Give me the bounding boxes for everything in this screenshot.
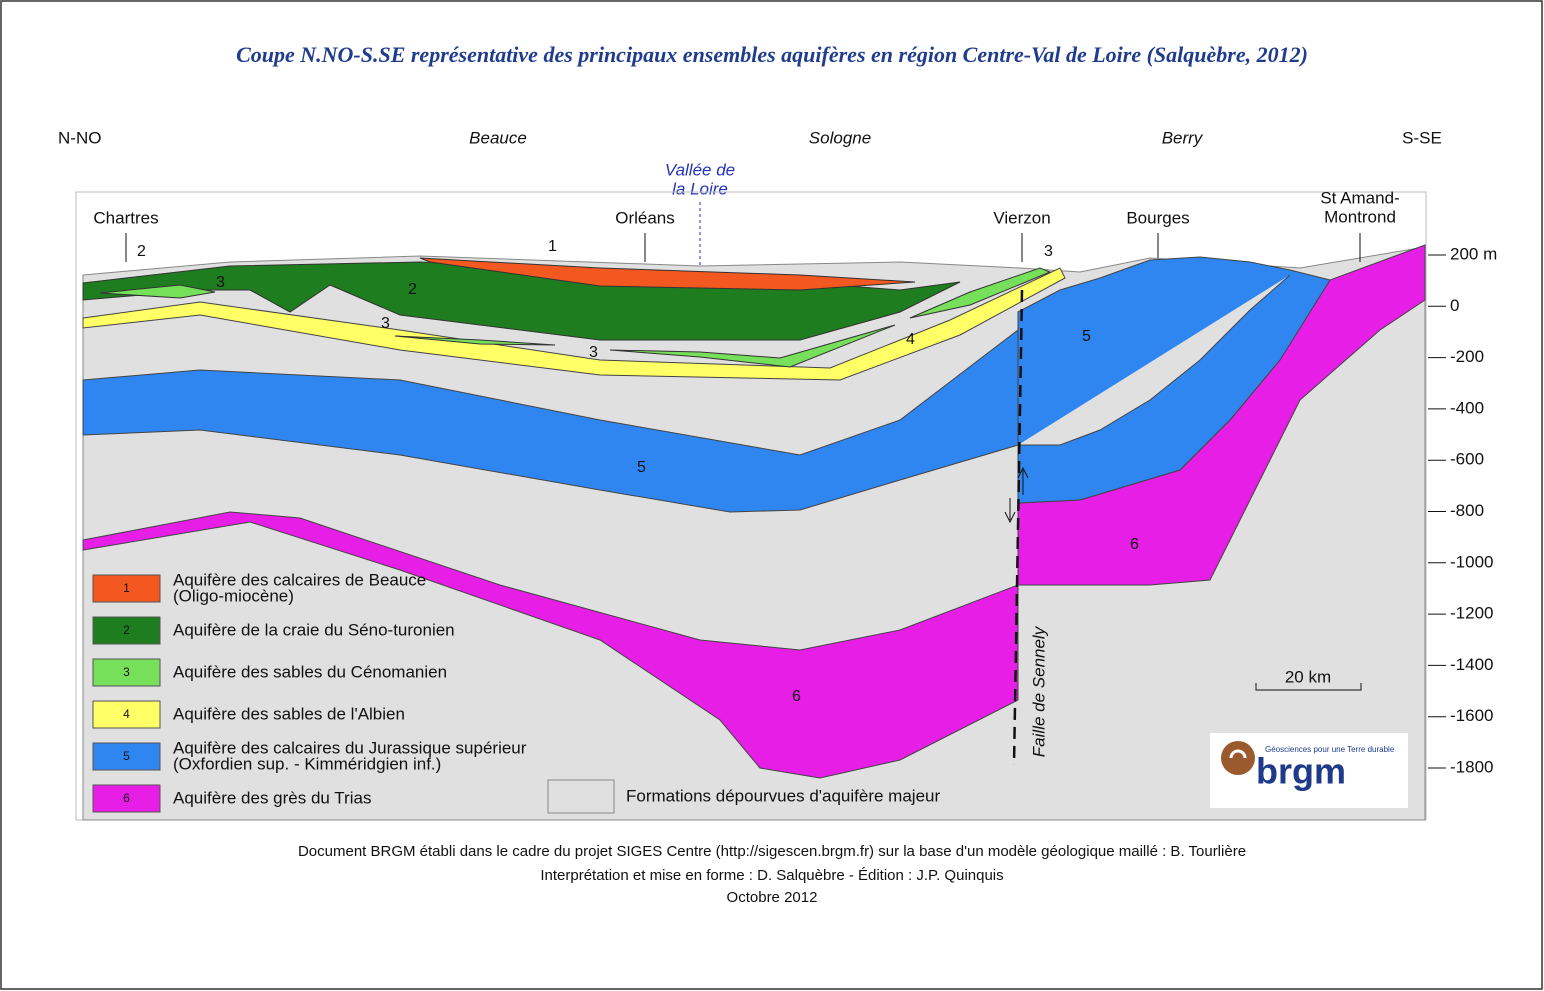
legend-number: 2 xyxy=(123,623,130,637)
axis-label: -200 xyxy=(1450,347,1484,366)
layer-label: 3 xyxy=(589,344,598,361)
axis-label: 200 m xyxy=(1450,244,1497,263)
footer: Interprétation et mise en forme : D. Sal… xyxy=(540,867,1003,884)
town: Chartres xyxy=(93,208,158,227)
legend-label: Aquifère des sables de l'Albien xyxy=(173,704,405,723)
axis-label: -400 xyxy=(1450,398,1484,417)
region: Beauce xyxy=(469,128,527,147)
legend-label: Formations dépourvues d'aquifère majeur xyxy=(626,786,940,805)
fault-label: Faille de Sennely xyxy=(1029,625,1048,757)
legend-label: Aquifère des sables du Cénomanien xyxy=(173,662,447,681)
town: Montrond xyxy=(1324,207,1396,226)
legend-number: 6 xyxy=(123,791,130,805)
legend-number: 5 xyxy=(123,749,130,763)
legend-label: Aquifère des grès du Trias xyxy=(173,788,371,807)
axis-label: -1800 xyxy=(1450,757,1493,776)
town: Bourges xyxy=(1126,208,1189,227)
layer-label: 2 xyxy=(137,243,146,260)
region: Sologne xyxy=(809,128,871,147)
logo: brgm Géosciences pour une Terre durable xyxy=(1210,733,1408,808)
layer-label: 5 xyxy=(1082,328,1091,345)
layer-label: 1 xyxy=(548,238,557,255)
river: la Loire xyxy=(672,179,728,198)
layer-label: 3 xyxy=(381,315,390,332)
region: Berry xyxy=(1162,128,1204,147)
logo-tagline: Géosciences pour une Terre durable xyxy=(1265,745,1395,754)
scale-label: 20 km xyxy=(1285,667,1331,686)
layer-label: 6 xyxy=(1130,536,1139,553)
legend-label: (Oxfordien sup. - Kimméridgien inf.) xyxy=(173,754,441,773)
axis-label: 0 xyxy=(1450,296,1459,315)
title: Coupe N.NO-S.SE représentative des princ… xyxy=(236,42,1308,67)
axis-label: -800 xyxy=(1450,501,1484,520)
logo-name: brgm xyxy=(1256,751,1346,792)
layer-label: 3 xyxy=(1044,243,1053,260)
region: S-SE xyxy=(1402,128,1442,147)
layer-label: 2 xyxy=(408,281,417,298)
river: Vallée de xyxy=(665,160,735,179)
legend-swatch xyxy=(548,780,614,813)
layer-label: 5 xyxy=(637,459,646,476)
town: Vierzon xyxy=(993,208,1050,227)
axis-label: -1200 xyxy=(1450,604,1493,623)
legend-number: 1 xyxy=(123,581,130,595)
footer: Octobre 2012 xyxy=(727,889,818,906)
legend-number: 4 xyxy=(123,707,130,721)
region: N-NO xyxy=(58,128,101,147)
town: St Amand- xyxy=(1320,188,1399,207)
page: Coupe N.NO-S.SE représentative des princ… xyxy=(0,0,1544,991)
axis-label: -600 xyxy=(1450,450,1484,469)
axis-label: -1400 xyxy=(1450,655,1493,674)
town: Orléans xyxy=(615,208,675,227)
layer-label: 4 xyxy=(906,331,915,348)
layer-label: 6 xyxy=(792,688,801,705)
legend-label: Aquifère de la craie du Séno-turonien xyxy=(173,620,455,639)
footer: Document BRGM établi dans le cadre du pr… xyxy=(298,843,1246,860)
axis-label: -1600 xyxy=(1450,706,1493,725)
layer-label: 3 xyxy=(216,274,225,291)
legend-label: (Oligo-miocène) xyxy=(173,586,294,605)
axis-label: -1000 xyxy=(1450,552,1493,571)
legend-number: 3 xyxy=(123,665,130,679)
logo-mark xyxy=(1221,741,1255,775)
